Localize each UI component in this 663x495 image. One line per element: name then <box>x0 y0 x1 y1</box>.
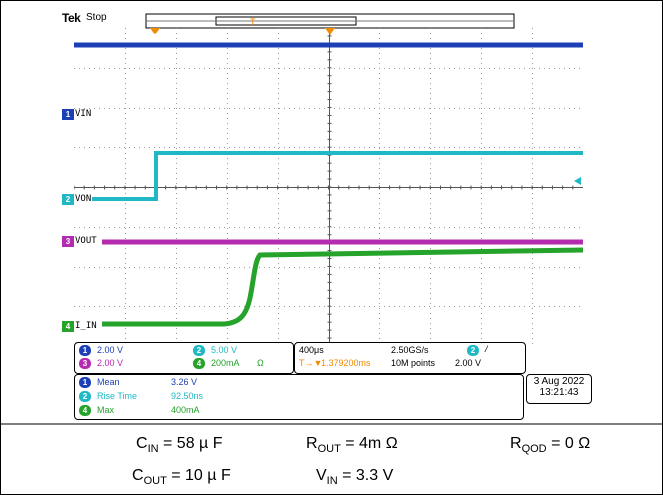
waveform-graticule <box>74 28 583 346</box>
horizontal-trigger-panel[interactable]: 400μs 2.50GS/s 2 / T→▼ 1.379200ms 10M po… <box>294 342 526 374</box>
meas2-name: Rise Time <box>97 391 138 401</box>
ch2-scale: 5.00 V <box>211 345 238 355</box>
timebase: 400μs <box>299 345 324 355</box>
trigger-delay-icon: T→▼ <box>299 358 323 368</box>
brand-logo: Tek <box>62 11 81 25</box>
time-text: 13:21:43 <box>539 387 579 398</box>
trigger-slope-icon: / <box>485 344 488 354</box>
ch4-label: I_IN <box>74 321 98 332</box>
trigger-position-marker[interactable]: T <box>148 26 162 42</box>
meas1-value: 3.26 V <box>171 377 198 387</box>
date-text: 3 Aug 2022 <box>533 376 585 387</box>
svg-text:T: T <box>250 17 256 27</box>
ch2-waveform <box>74 151 583 201</box>
trigger-delay: 1.379200ms <box>321 358 371 368</box>
sample-rate: 2.50GS/s <box>391 345 429 355</box>
meas2-value: 92.50ns <box>171 391 204 401</box>
waveforms <box>74 42 583 327</box>
datetime-panel: 3 Aug 2022 13:21:43 <box>526 374 592 404</box>
measurements-panel[interactable]: 1 Mean 3.26 V 2 Rise Time 92.50ns 4 Max … <box>74 374 524 420</box>
caption-rqod: RQOD = 0 Ω <box>510 435 591 456</box>
caption-rout: ROUT = 4m Ω <box>306 435 398 456</box>
ch1-label: VIN <box>74 109 93 120</box>
ch2-label: VON <box>74 194 93 205</box>
ch1-marker[interactable]: 1 <box>62 109 74 120</box>
trigger-level: 2.00 V <box>455 358 482 368</box>
acquisition-state: Stop <box>86 12 107 23</box>
ch3-scale: 2.00 V <box>97 358 124 368</box>
trigger-center-marker <box>325 28 335 35</box>
ch3-label: VOUT <box>74 236 98 247</box>
vertical-settings-panel[interactable]: 1 2.00 V 2 5.00 V 3 2.00 V 4 200mA Ω <box>74 342 294 374</box>
ch4-marker[interactable]: 4 <box>62 321 74 332</box>
trigger-source-badge: 2 <box>467 345 479 357</box>
ch1-scale: 2.00 V <box>97 345 124 355</box>
svg-text:T: T <box>152 32 158 42</box>
meas1-name: Mean <box>97 377 120 387</box>
caption-cin: CIN = 58 µ F <box>136 435 223 456</box>
ch4-scale: 200mA <box>211 358 240 368</box>
ch4-termination-symbol: Ω <box>257 358 264 368</box>
caption-cout: COUT = 10 µ F <box>132 467 231 488</box>
ch4-waveform <box>102 247 583 327</box>
record-length: 10M points <box>391 358 436 368</box>
grid-lines <box>74 28 583 346</box>
meas3-value: 400mA <box>171 405 200 415</box>
caption-vin: VIN = 3.3 V <box>316 467 394 488</box>
ch3-marker[interactable]: 3 <box>62 236 74 247</box>
trigger-level-marker[interactable] <box>573 176 582 186</box>
meas3-name: Max <box>97 405 115 415</box>
ch2-marker[interactable]: 2 <box>62 194 74 205</box>
